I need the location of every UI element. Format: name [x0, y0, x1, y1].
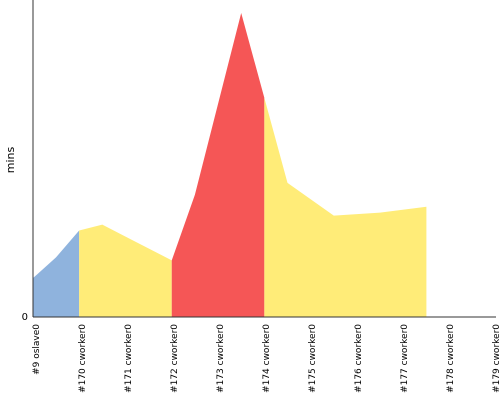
x-tick-label: #178 cworker0 — [446, 324, 456, 393]
x-tick-label: #175 cworker0 — [308, 324, 318, 393]
x-tick-label: #170 cworker0 — [78, 324, 88, 393]
x-tick-labels: #9 oslave0 #170 cworker0 #171 cworker0 #172… — [32, 324, 500, 393]
x-tick-label: #173 cworker0 — [216, 324, 226, 393]
y-tick-label-zero: 0 — [22, 312, 28, 323]
x-tick-label: #174 cworker0 — [262, 324, 272, 393]
area-segment-2 — [171, 12, 265, 317]
area-segment-1 — [79, 224, 172, 317]
x-tick-label: #171 cworker0 — [124, 324, 134, 393]
x-tick-label: #179 cworker0 — [492, 324, 500, 393]
area-series — [32, 12, 427, 318]
x-tick-label: #176 cworker0 — [354, 324, 364, 393]
area-segment-3 — [264, 97, 427, 318]
x-tick-label: #172 cworker0 — [170, 324, 180, 393]
y-axis-label: mins — [4, 146, 17, 173]
x-tick-label: #177 cworker0 — [400, 324, 410, 393]
area-segment-0 — [32, 230, 80, 317]
x-tick-label: #9 oslave0 — [32, 324, 42, 375]
